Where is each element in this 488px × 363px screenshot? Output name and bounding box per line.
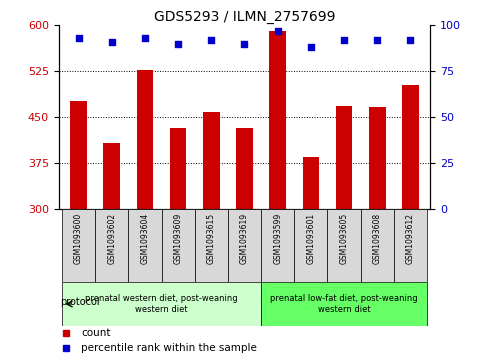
Bar (194, 209, 227, 282)
Bar (103, 143, 120, 209)
Point (207, 37, 215, 43)
Point (340, 37, 347, 43)
Point (141, 35, 148, 41)
Text: GSM1093609: GSM1093609 (173, 213, 182, 264)
Bar (269, 31, 285, 209)
Bar (62, 282, 261, 326)
Bar (203, 112, 219, 209)
Bar (95, 209, 128, 282)
Text: GSM1093608: GSM1093608 (372, 213, 381, 264)
Point (75, 35, 82, 41)
Bar (236, 128, 252, 209)
Text: GSM1093599: GSM1093599 (273, 213, 282, 264)
Point (306, 45, 314, 50)
Text: GSM1093604: GSM1093604 (140, 213, 149, 264)
Bar (227, 209, 261, 282)
Point (240, 41, 248, 47)
Bar (393, 209, 426, 282)
Text: prenatal low-fat diet, post-weaning
western diet: prenatal low-fat diet, post-weaning west… (270, 294, 417, 314)
Bar (302, 157, 319, 209)
Bar (70, 101, 87, 209)
Bar (401, 85, 418, 209)
Text: GSM1093619: GSM1093619 (240, 213, 248, 264)
Point (174, 41, 182, 47)
Text: GSM1093601: GSM1093601 (306, 213, 315, 264)
Text: GSM1093615: GSM1093615 (206, 213, 215, 264)
Bar (169, 128, 186, 209)
Bar (62, 209, 95, 282)
Bar (360, 209, 393, 282)
Bar (327, 209, 360, 282)
Text: protocol: protocol (60, 297, 100, 307)
Bar (128, 209, 161, 282)
Point (108, 39, 116, 45)
Text: prenatal western diet, post-weaning
western diet: prenatal western diet, post-weaning west… (85, 294, 237, 314)
Text: percentile rank within the sample: percentile rank within the sample (81, 343, 256, 353)
Bar (261, 282, 426, 326)
Text: count: count (81, 328, 110, 338)
Title: GDS5293 / ILMN_2757699: GDS5293 / ILMN_2757699 (153, 11, 335, 24)
Bar (294, 209, 327, 282)
Point (273, 28, 281, 34)
Point (372, 37, 380, 43)
Bar (368, 107, 385, 209)
Text: GSM1093600: GSM1093600 (74, 213, 83, 264)
Bar (335, 106, 352, 209)
Bar (261, 209, 294, 282)
Text: GSM1093605: GSM1093605 (339, 213, 348, 264)
Text: GSM1093612: GSM1093612 (405, 213, 414, 264)
Text: GSM1093602: GSM1093602 (107, 213, 116, 264)
Bar (161, 209, 194, 282)
Bar (136, 70, 153, 209)
Point (406, 37, 413, 43)
